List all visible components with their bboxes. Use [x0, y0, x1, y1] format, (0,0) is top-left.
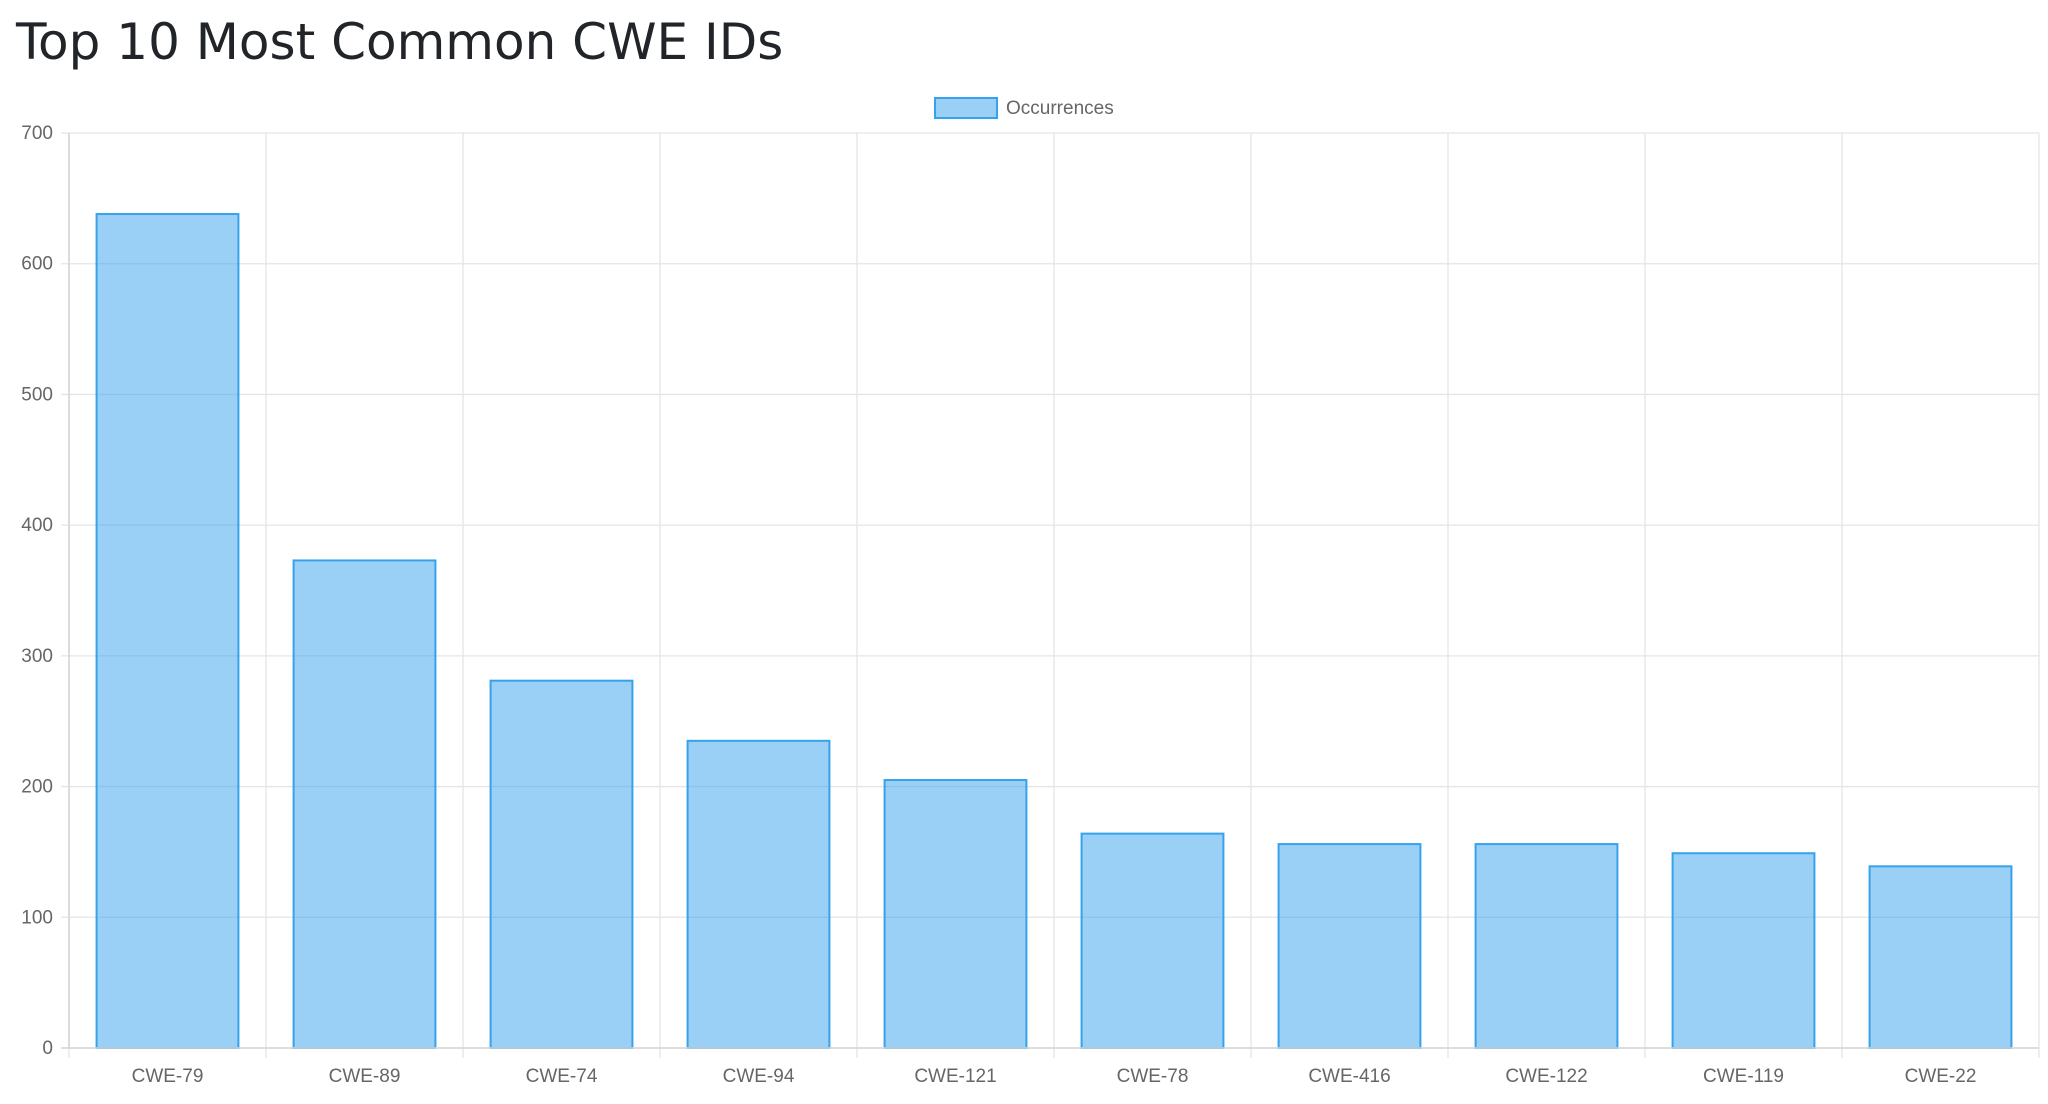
bar-cwe-119[interactable] [1671, 852, 1816, 1049]
legend-label-occurrences[interactable]: Occurrences [1006, 98, 1114, 119]
bar-cwe-78[interactable] [1080, 832, 1225, 1050]
bar-cwe-94[interactable] [686, 739, 831, 1049]
x-tick-label: CWE-121 [914, 1066, 996, 1087]
page-title: Top 10 Most Common CWE IDs [16, 13, 784, 71]
y-tick-label: 500 [21, 384, 53, 405]
x-tick-label: CWE-78 [1117, 1066, 1189, 1087]
x-tick-label: CWE-22 [1905, 1066, 1977, 1087]
bar-cwe-416[interactable] [1277, 843, 1422, 1049]
bar-cwe-74[interactable] [489, 679, 634, 1049]
bar-cwe-22[interactable] [1868, 865, 2013, 1049]
y-tick-label: 100 [21, 907, 53, 928]
y-tick-label: 400 [21, 515, 53, 536]
bar-cwe-79[interactable] [95, 213, 240, 1050]
y-tick-label: 600 [21, 254, 53, 275]
x-tick-label: CWE-89 [329, 1066, 401, 1087]
x-tick-label: CWE-94 [723, 1066, 795, 1087]
x-tick-label: CWE-416 [1308, 1066, 1390, 1087]
y-tick-label: 200 [21, 777, 53, 798]
legend[interactable]: Occurrences [934, 97, 1114, 119]
x-tick-label: CWE-119 [1703, 1066, 1784, 1087]
bar-cwe-121[interactable] [883, 779, 1028, 1049]
bar-cwe-122[interactable] [1474, 843, 1619, 1049]
bars [95, 213, 2013, 1050]
x-tick-label: CWE-122 [1505, 1066, 1587, 1087]
bar-cwe-89[interactable] [292, 559, 437, 1050]
axes: 0 100 200 300 400 500 600 700 CWE-79 CWE-89 CWE-74… [21, 123, 2039, 1087]
x-tick-label: CWE-74 [526, 1066, 598, 1087]
y-tick-label: 300 [21, 646, 53, 667]
y-tick-label: 0 [42, 1038, 53, 1059]
x-tick-label: CWE-79 [132, 1066, 204, 1087]
y-tick-label: 700 [21, 123, 53, 144]
legend-swatch[interactable] [934, 97, 998, 119]
